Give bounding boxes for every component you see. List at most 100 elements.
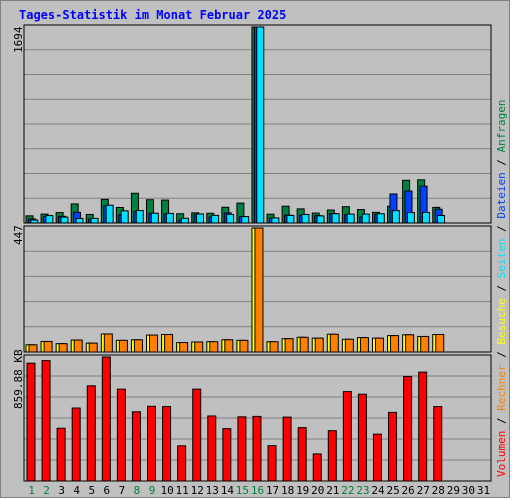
seiten-bar-day-16 <box>256 26 265 224</box>
volumen-bar-day-12 <box>192 388 202 482</box>
legend-separator: / <box>495 278 508 299</box>
seiten-bar-day-2 <box>45 215 54 224</box>
x-tick-label-day-25: 25 <box>386 484 399 497</box>
seiten-bar-day-28 <box>437 214 446 224</box>
legend-item-anfragen: Anfragen <box>495 99 508 153</box>
volumen-bar-day-24 <box>372 433 382 482</box>
rechner-bar-day-18 <box>284 338 294 353</box>
rechner-bar-day-26 <box>405 334 415 353</box>
x-tick-label-day-18: 18 <box>281 484 294 497</box>
seiten-bar-day-10 <box>165 212 174 224</box>
volumen-bar-day-8 <box>131 411 141 482</box>
seiten-bar-day-19 <box>301 213 310 224</box>
x-tick-label-day-13: 13 <box>206 484 219 497</box>
seiten-bar-day-25 <box>391 210 400 224</box>
seiten-bar-day-26 <box>406 212 415 224</box>
volumen-bar-day-23 <box>357 393 367 482</box>
volumen-bar-day-22 <box>342 391 352 482</box>
volumen-bar-day-13 <box>207 415 217 482</box>
x-tick-label-day-24: 24 <box>371 484 385 497</box>
seiten-bar-day-4 <box>75 217 84 224</box>
volumen-bar-day-6 <box>101 356 111 482</box>
legend: Volumen / Rechner / Besuche / Seiten / D… <box>495 99 508 477</box>
x-tick-label-day-23: 23 <box>356 484 369 497</box>
seiten-bar-day-9 <box>150 212 159 224</box>
volumen-bar-day-2 <box>41 360 51 482</box>
rechner-bar-day-4 <box>73 339 83 353</box>
rechner-bar-day-7 <box>118 339 128 353</box>
seiten-bar-day-5 <box>90 217 99 224</box>
visits-y-max-label: 447 <box>12 225 25 245</box>
seiten-bar-day-1 <box>30 219 39 224</box>
x-tick-label-day-11: 11 <box>176 484 189 497</box>
x-tick-label-day-15: 15 <box>236 484 249 497</box>
seiten-bar-day-18 <box>286 214 295 224</box>
legend-item-volumen: Volumen <box>495 430 508 477</box>
x-tick-label-day-10: 10 <box>160 484 173 497</box>
seiten-bar-day-14 <box>226 213 235 224</box>
volumen-bar-day-19 <box>297 427 307 482</box>
hits-y-max-label: 1694 <box>12 26 25 54</box>
volumen-bar-day-5 <box>86 385 96 482</box>
rechner-bar-day-11 <box>179 342 189 353</box>
x-tick-label-day-17: 17 <box>266 484 279 497</box>
volumen-bar-day-20 <box>312 453 322 482</box>
rechner-bar-day-16 <box>254 227 264 353</box>
volumen-bar-day-7 <box>116 388 126 482</box>
legend-item-rechner: Rechner <box>495 364 508 411</box>
x-tick-label-day-5: 5 <box>88 484 95 497</box>
x-tick-label-day-28: 28 <box>432 484 445 497</box>
rechner-bar-day-21 <box>329 333 339 353</box>
rechner-bar-day-6 <box>103 333 113 353</box>
x-tick-label-day-30: 30 <box>462 484 475 497</box>
seiten-bar-day-24 <box>376 213 385 224</box>
seiten-bar-day-13 <box>211 214 220 224</box>
x-tick-label-day-8: 8 <box>134 484 141 497</box>
volumen-bar-day-28 <box>433 406 443 482</box>
rechner-bar-day-25 <box>390 335 400 353</box>
seiten-bar-day-15 <box>241 216 250 224</box>
seiten-bar-day-12 <box>196 213 205 224</box>
x-tick-label-day-29: 29 <box>447 484 460 497</box>
x-tick-label-day-12: 12 <box>191 484 204 497</box>
x-tick-label-day-6: 6 <box>104 484 111 497</box>
volumen-bar-day-25 <box>388 411 398 482</box>
rechner-bar-day-24 <box>374 337 384 353</box>
seiten-bar-day-17 <box>271 217 280 224</box>
volumen-bar-day-17 <box>267 445 277 482</box>
legend-item-besuche: Besuche <box>495 298 508 345</box>
rechner-bar-day-17 <box>269 341 279 353</box>
rechner-bar-day-1 <box>28 344 38 353</box>
rechner-bar-day-27 <box>420 335 430 353</box>
x-tick-label-day-26: 26 <box>402 484 415 497</box>
seiten-bar-day-22 <box>346 213 355 224</box>
x-tick-label-day-3: 3 <box>58 484 65 497</box>
volumen-bar-day-16 <box>252 415 262 482</box>
legend-separator: / <box>495 344 508 365</box>
seiten-bar-day-21 <box>331 213 340 224</box>
volumen-bar-day-21 <box>327 430 337 482</box>
volumen-bar-day-9 <box>147 405 157 482</box>
legend-item-seiten: Seiten <box>495 238 508 279</box>
x-tick-label-day-21: 21 <box>326 484 339 497</box>
rechner-bar-day-15 <box>239 339 249 353</box>
seiten-bar-day-6 <box>105 204 114 224</box>
seiten-bar-day-27 <box>421 211 430 224</box>
legend-separator: / <box>495 152 508 173</box>
volumen-bar-day-10 <box>162 406 172 482</box>
rechner-bar-day-10 <box>164 334 174 353</box>
seiten-bar-day-20 <box>316 215 325 224</box>
x-tick-label-day-19: 19 <box>296 484 309 497</box>
x-tick-label-day-2: 2 <box>43 484 50 497</box>
x-tick-label-day-4: 4 <box>73 484 80 497</box>
x-tick-label-day-27: 27 <box>417 484 430 497</box>
volumen-bar-day-26 <box>403 375 413 482</box>
volumen-bar-day-14 <box>222 428 232 482</box>
rechner-bar-day-3 <box>58 343 68 353</box>
x-tick-label-day-1: 1 <box>28 484 35 497</box>
seiten-bar-day-23 <box>361 213 370 224</box>
x-tick-label-day-9: 9 <box>149 484 156 497</box>
volumen-bar-day-15 <box>237 416 247 482</box>
